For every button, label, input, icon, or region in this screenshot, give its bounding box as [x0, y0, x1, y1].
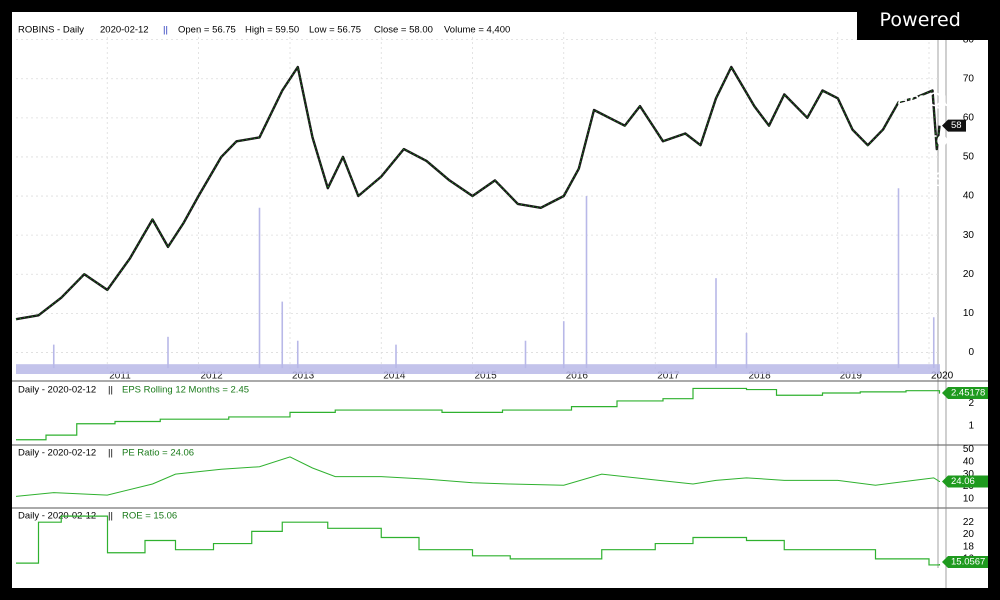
- y-tick-label: 50: [963, 444, 975, 455]
- last-value-marker: [942, 386, 990, 399]
- last-value-label: 2.45178: [951, 387, 985, 398]
- y-tick-label: 18: [963, 541, 975, 552]
- x-tick-label: 2018: [749, 371, 772, 382]
- y-tick-label: 60: [963, 112, 975, 123]
- y-tick-label: 20: [963, 269, 975, 280]
- price-candle-overlay: [15, 65, 940, 320]
- panel-header-title: Daily - 2020-02-12: [18, 385, 96, 396]
- panel-header-title: Daily - 2020-02-12: [18, 511, 96, 522]
- header-sep: ||: [163, 25, 168, 36]
- indicator-line: [16, 515, 941, 566]
- indicator-line: [16, 387, 941, 441]
- y-tick-label: 20: [963, 529, 975, 540]
- x-tick-label: 2012: [201, 371, 224, 382]
- y-tick-label: 40: [963, 191, 975, 202]
- y-tick-label: 30: [963, 230, 975, 241]
- x-tick-label: 2020: [931, 371, 954, 382]
- volume-baseline: [16, 364, 940, 374]
- header-high: High = 59.50: [245, 25, 299, 36]
- x-tick-label: 2011: [109, 371, 131, 382]
- x-tick-label: 2019: [840, 371, 863, 382]
- x-tick-label: 2013: [292, 371, 315, 382]
- header-date: 2020-02-12: [100, 25, 149, 36]
- last-value-marker: [942, 475, 990, 488]
- panel-header-title: Daily - 2020-02-12: [18, 448, 96, 459]
- y-tick-label: 2: [968, 398, 974, 409]
- panel-header-sep: ||: [108, 385, 113, 396]
- y-tick-label: 10: [963, 308, 975, 319]
- y-tick-label: 50: [963, 152, 975, 163]
- last-value-marker: [942, 119, 966, 132]
- header-symbol: ROBINS - Daily: [18, 25, 84, 36]
- watermark-text: Powered by SiamQuant Amibroker AlphaSuit…: [857, 0, 1000, 191]
- panel-header-label: EPS Rolling 12 Months = 2.45: [122, 385, 249, 396]
- x-tick-label: 2016: [566, 371, 589, 382]
- x-tick-label: 2017: [657, 371, 680, 382]
- y-tick-label: 10: [963, 493, 975, 504]
- y-tick-label: 70: [963, 73, 975, 84]
- header-open: Open = 56.75: [178, 25, 236, 36]
- panel-header-label: PE Ratio = 24.06: [122, 448, 194, 459]
- panel-header-label: ROE = 15.06: [122, 511, 177, 522]
- last-value-marker: [942, 556, 990, 568]
- price-line: [15, 65, 941, 321]
- last-value-label: 15.0567: [951, 557, 985, 568]
- panel-header-sep: ||: [108, 448, 113, 459]
- indicator-line: [15, 456, 940, 497]
- chart-canvas: 80706050403020100ROBINS - Daily2020-02-1…: [12, 12, 990, 588]
- chart-svg: 80706050403020100ROBINS - Daily2020-02-1…: [12, 12, 990, 588]
- x-tick-label: 2014: [383, 371, 406, 382]
- x-tick-label: 2015: [475, 371, 498, 382]
- last-value-label: 24.06: [951, 476, 975, 487]
- header-volume: Volume = 4,400: [444, 25, 510, 36]
- last-value-label: 58: [951, 120, 962, 131]
- y-tick-label: 0: [968, 347, 974, 358]
- y-tick-label: 22: [963, 517, 975, 528]
- y-tick-label: 1: [968, 421, 974, 432]
- y-tick-label: 30: [963, 469, 975, 480]
- header-close: Close = 58.00: [374, 25, 433, 36]
- panel-header-sep: ||: [108, 511, 113, 522]
- y-tick-label: 40: [963, 456, 975, 467]
- header-low: Low = 56.75: [309, 25, 361, 36]
